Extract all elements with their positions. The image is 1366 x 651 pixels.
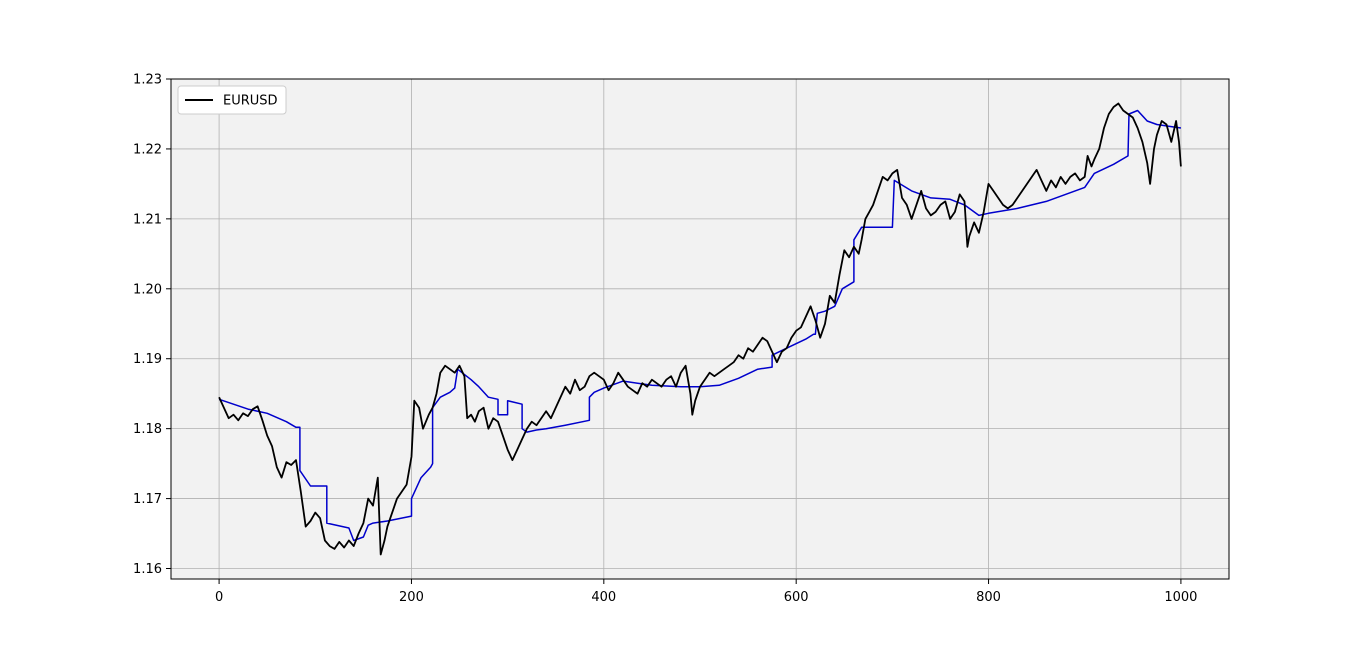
series-line-eurusd [218, 102, 1182, 556]
y-tick-label: 1.23 [133, 73, 162, 88]
y-tick-label: 1.21 [133, 212, 162, 227]
x-tick-label: 600 [784, 590, 809, 605]
y-tick-label: 1.20 [133, 282, 162, 297]
x-tick-label: 800 [976, 590, 1001, 605]
plot-frame [170, 78, 1230, 580]
series-line-blue [218, 109, 1182, 542]
x-axis-ticks: 0 200 400 600 800 1000 [215, 579, 1197, 605]
y-tick-label: 1.16 [133, 562, 162, 577]
y-tick-label: 1.22 [133, 142, 162, 157]
legend-label-eurusd: EURUSD [223, 94, 278, 109]
legend-box [177, 85, 287, 115]
x-tick-label: 0 [215, 590, 223, 605]
x-tick-label: 200 [399, 590, 424, 605]
y-tick-label: 1.19 [133, 352, 162, 367]
y-tick-label: 1.18 [133, 422, 162, 437]
x-tick-label: 400 [591, 590, 616, 605]
y-axis-ticks: 1.16 1.17 1.18 1.19 1.20 1.21 1.22 1.23 [133, 73, 171, 577]
x-tick-label: 1000 [1164, 590, 1197, 605]
legend: EURUSD [177, 85, 287, 115]
y-tick-label: 1.17 [133, 492, 162, 507]
series-layer [218, 102, 1182, 556]
plot-area-background [171, 79, 1229, 579]
